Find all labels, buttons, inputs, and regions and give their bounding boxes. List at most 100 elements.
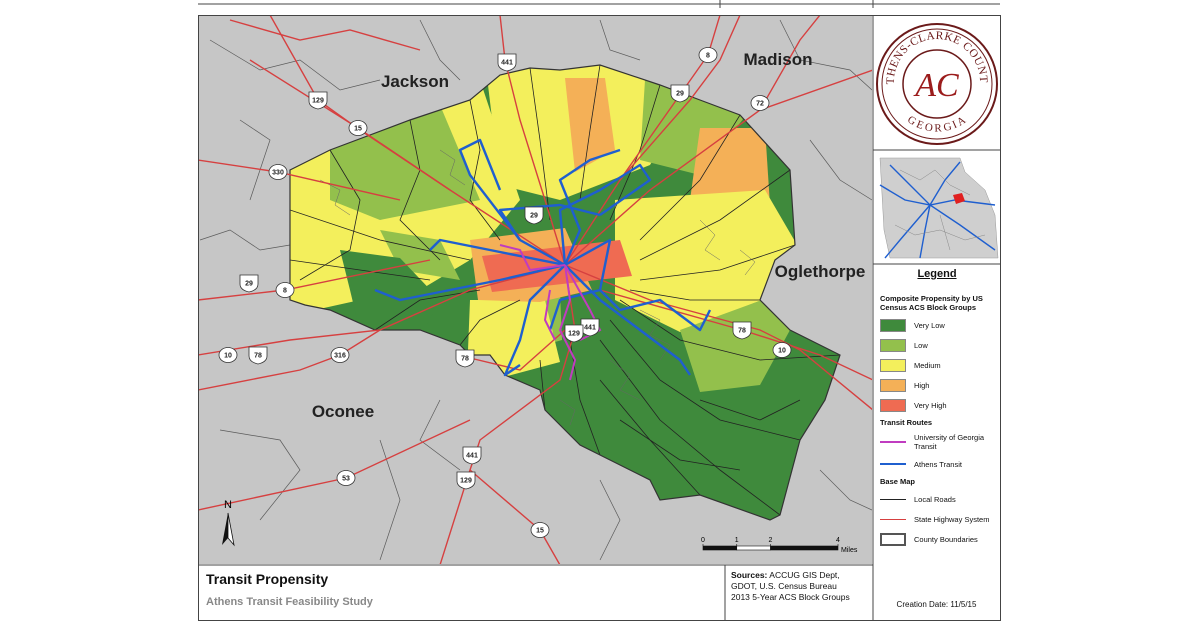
legend-heading: Base Map bbox=[880, 477, 916, 486]
north-arrow bbox=[222, 513, 228, 545]
scale-segment bbox=[770, 545, 839, 551]
legend-label: Medium bbox=[914, 360, 941, 370]
highway-number: 78 bbox=[461, 355, 469, 362]
legend-line bbox=[880, 441, 906, 443]
shield-shape bbox=[732, 321, 752, 340]
sources: Sources: ACCUG GIS Dept, GDOT, U.S. Cens… bbox=[731, 570, 850, 603]
county-boundary bbox=[289, 64, 841, 521]
legend-label: University of Georgia Transit bbox=[914, 433, 985, 451]
county-label: Madison bbox=[744, 50, 813, 69]
county-label: Oglethorpe bbox=[775, 262, 866, 281]
highway-shield: 78 bbox=[248, 346, 268, 365]
shield-shape bbox=[218, 347, 238, 363]
shield-shape bbox=[497, 53, 517, 72]
highway-shield: 29 bbox=[524, 206, 544, 225]
shield-shape bbox=[698, 47, 718, 63]
highway-number: 10 bbox=[224, 352, 232, 359]
shield-shape bbox=[239, 274, 259, 293]
shield-shape bbox=[248, 346, 268, 365]
highway-number: 29 bbox=[530, 212, 538, 219]
legend-swatch bbox=[880, 378, 906, 392]
shield-shape bbox=[308, 91, 328, 110]
legend-heading: Composite Propensity by US Census ACS Bl… bbox=[880, 294, 983, 312]
sources-label: Sources: bbox=[731, 570, 768, 580]
shield-shape bbox=[455, 349, 475, 368]
legend-item: Low bbox=[880, 338, 998, 352]
scale-tick-label: 4 bbox=[836, 537, 840, 544]
shield-shape bbox=[564, 324, 584, 343]
legend-item: Medium bbox=[880, 358, 998, 372]
highway-shields: 441 8 29 129 15 330 72 29 29 8 10 78 316 78 441 129 78 10… bbox=[218, 47, 792, 538]
legend-label: County Boundaries bbox=[914, 534, 978, 544]
highway-shield: 29 bbox=[670, 84, 690, 103]
state-inset bbox=[877, 155, 999, 261]
highway-shield: 78 bbox=[732, 321, 752, 340]
north-arrow bbox=[227, 512, 235, 547]
shield-shape bbox=[670, 84, 690, 103]
legend-heading: Transit Routes bbox=[880, 418, 933, 427]
county-label: Jackson bbox=[381, 72, 449, 91]
legend-label: High bbox=[914, 380, 930, 390]
highway-number: 10 bbox=[778, 347, 786, 354]
legend-label: Low bbox=[914, 340, 928, 350]
highway-shield: 72 bbox=[750, 95, 770, 111]
highway-shield: 129 bbox=[564, 324, 584, 343]
sources-line: GDOT, U.S. Census Bureau bbox=[731, 581, 837, 591]
legend-group: University of Georgia Transit Athens Tran… bbox=[876, 433, 998, 471]
shield-shape bbox=[772, 342, 792, 358]
highway-number: 29 bbox=[245, 280, 253, 287]
legend-item: Athens Transit bbox=[880, 457, 998, 471]
highway-number: 441 bbox=[584, 324, 596, 331]
shield-shape bbox=[750, 95, 770, 111]
shield-shape bbox=[524, 206, 544, 225]
legend-label: Very High bbox=[914, 400, 947, 410]
legend-line bbox=[880, 463, 906, 465]
highway-number: 78 bbox=[738, 327, 746, 334]
shield-shape bbox=[268, 164, 288, 180]
sources-line: Sources: ACCUG GIS Dept, bbox=[731, 570, 850, 581]
shield-shape bbox=[530, 522, 550, 538]
highway-number: 441 bbox=[501, 59, 513, 66]
legend: Legend Composite Propensity by US Census… bbox=[876, 265, 998, 552]
highway-number: 72 bbox=[756, 100, 764, 107]
shield-shape bbox=[330, 347, 350, 363]
highway-shield: 15 bbox=[348, 120, 368, 136]
legend-line bbox=[880, 518, 906, 520]
seal-monogram: AC bbox=[913, 67, 959, 104]
scale-segment bbox=[736, 545, 771, 551]
highway-number: 15 bbox=[354, 125, 362, 132]
shield-shape bbox=[462, 446, 482, 465]
highway-number: 53 bbox=[342, 475, 350, 482]
highway-shield: 29 bbox=[239, 274, 259, 293]
highway-shield: 316 bbox=[330, 347, 350, 363]
highway-shield: 441 bbox=[580, 318, 600, 337]
scale-unit: Miles bbox=[841, 547, 858, 554]
map-subtitle: Athens Transit Feasibility Study bbox=[206, 596, 373, 608]
highway-number: 129 bbox=[568, 330, 580, 337]
county-label: Oconee bbox=[312, 402, 374, 421]
highway-number: 8 bbox=[283, 287, 287, 294]
highway-shield: 10 bbox=[772, 342, 792, 358]
legend-group: Very Low Low Medium High Very High bbox=[876, 318, 998, 412]
shield-shape bbox=[456, 471, 476, 490]
legend-swatch bbox=[880, 398, 906, 412]
legend-item: Very High bbox=[880, 398, 998, 412]
athens-transit-routes bbox=[374, 138, 712, 377]
legend-group: Local Roads State Highway System County Bo… bbox=[876, 492, 998, 546]
highway-shield: 53 bbox=[336, 470, 356, 486]
creation-date: Creation Date: 11/5/15 bbox=[896, 600, 977, 609]
legend-item: State Highway System bbox=[880, 512, 998, 526]
highway-shield: 8 bbox=[698, 47, 718, 63]
highway-number: 8 bbox=[706, 52, 710, 59]
highway-shield: 330 bbox=[268, 164, 288, 180]
legend-item: County Boundaries bbox=[880, 532, 998, 546]
propensity-zone bbox=[565, 78, 615, 172]
legend-swatch bbox=[880, 358, 906, 372]
highway-shield: 129 bbox=[456, 471, 476, 490]
highway-number: 129 bbox=[460, 477, 472, 484]
legend-swatch bbox=[880, 318, 906, 332]
highway-number: 316 bbox=[334, 352, 346, 359]
